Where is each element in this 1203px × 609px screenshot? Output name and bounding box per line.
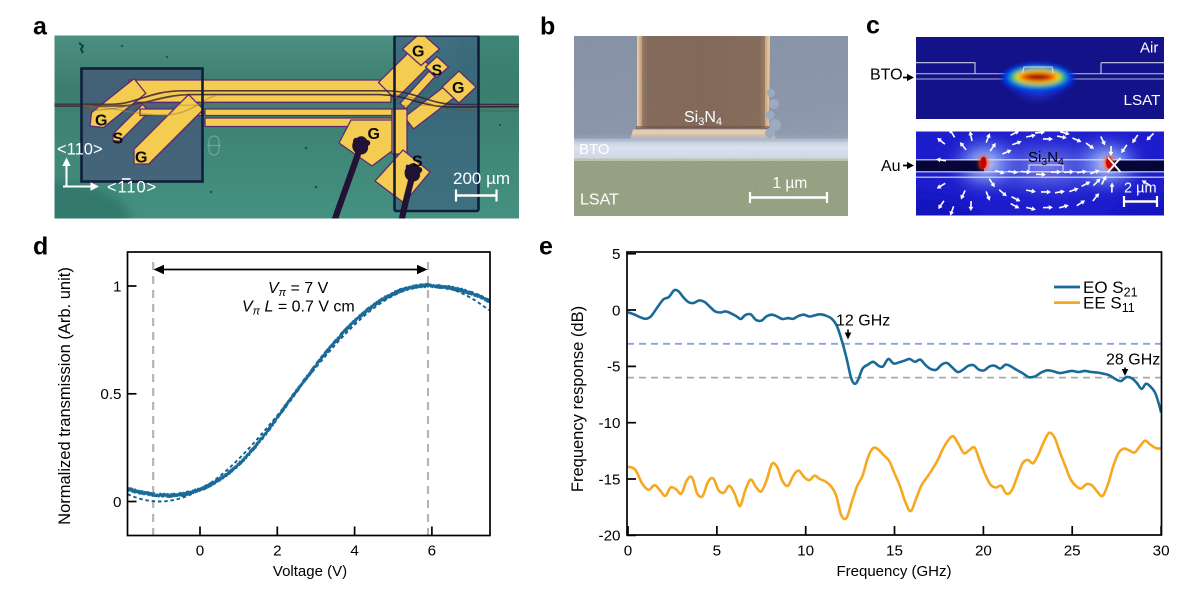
svg-text:G: G xyxy=(452,80,464,97)
svg-text:G: G xyxy=(412,44,424,61)
svg-text:10: 10 xyxy=(797,542,814,559)
svg-text:5: 5 xyxy=(612,246,620,263)
svg-text:-15: -15 xyxy=(599,471,621,488)
svg-text:Air: Air xyxy=(1140,40,1158,57)
svg-text:G: G xyxy=(135,150,147,167)
svg-text:LSAT: LSAT xyxy=(580,192,619,209)
svg-text:S: S xyxy=(432,63,443,80)
svg-text:Frequency response (dB): Frequency response (dB) xyxy=(569,306,587,492)
svg-text:e: e xyxy=(539,233,553,261)
svg-text:2: 2 xyxy=(273,542,281,559)
svg-text:1 µm: 1 µm xyxy=(773,175,808,192)
svg-text:a: a xyxy=(33,13,48,41)
svg-text:Au: Au xyxy=(881,158,901,175)
svg-text:0: 0 xyxy=(624,542,632,559)
svg-text:15: 15 xyxy=(886,542,903,559)
svg-text:G: G xyxy=(95,113,107,130)
svg-text:12 GHz: 12 GHz xyxy=(836,313,890,330)
svg-text:Frequency (GHz): Frequency (GHz) xyxy=(836,563,951,580)
svg-text:30: 30 xyxy=(1153,542,1170,559)
svg-text:-5: -5 xyxy=(607,359,621,376)
svg-text:4: 4 xyxy=(350,542,358,559)
svg-text:0.5: 0.5 xyxy=(100,386,121,403)
svg-text:<110>: <110> xyxy=(57,141,103,159)
svg-text:25: 25 xyxy=(1064,542,1081,559)
svg-text:-20: -20 xyxy=(599,528,621,545)
svg-text:Si3N4: Si3N4 xyxy=(1028,149,1064,168)
svg-text:<110>: <110> xyxy=(107,179,157,197)
svg-text:c: c xyxy=(866,12,880,40)
svg-text:Vπ = 7 V: Vπ = 7 V xyxy=(268,280,329,299)
svg-text:5: 5 xyxy=(713,542,721,559)
svg-text:0: 0 xyxy=(612,302,620,319)
svg-text:Si3N4: Si3N4 xyxy=(684,109,722,128)
svg-text:Vπ L = 0.7 V cm: Vπ L = 0.7 V cm xyxy=(242,299,355,318)
svg-text:6: 6 xyxy=(428,542,436,559)
svg-text:S: S xyxy=(412,154,423,171)
svg-text:0: 0 xyxy=(113,494,121,511)
svg-text:G: G xyxy=(368,126,380,143)
svg-text:BTO: BTO xyxy=(579,141,610,158)
svg-text:b: b xyxy=(540,13,555,41)
svg-text:Voltage (V): Voltage (V) xyxy=(273,563,347,580)
svg-text:S: S xyxy=(113,131,124,148)
svg-text:28 GHz: 28 GHz xyxy=(1106,352,1160,369)
svg-text:d: d xyxy=(33,233,48,261)
svg-text:-10: -10 xyxy=(599,415,621,432)
svg-text:Normalized transmission (Arb.: Normalized transmission (Arb. unit) xyxy=(56,267,74,525)
svg-text:200 µm: 200 µm xyxy=(453,169,510,188)
svg-text:20: 20 xyxy=(975,542,992,559)
svg-text:LSAT: LSAT xyxy=(1124,92,1161,109)
svg-text:BTO: BTO xyxy=(870,67,903,84)
svg-text:1: 1 xyxy=(113,278,121,295)
svg-text:0: 0 xyxy=(196,542,204,559)
svg-text:2 µm: 2 µm xyxy=(1124,181,1157,197)
